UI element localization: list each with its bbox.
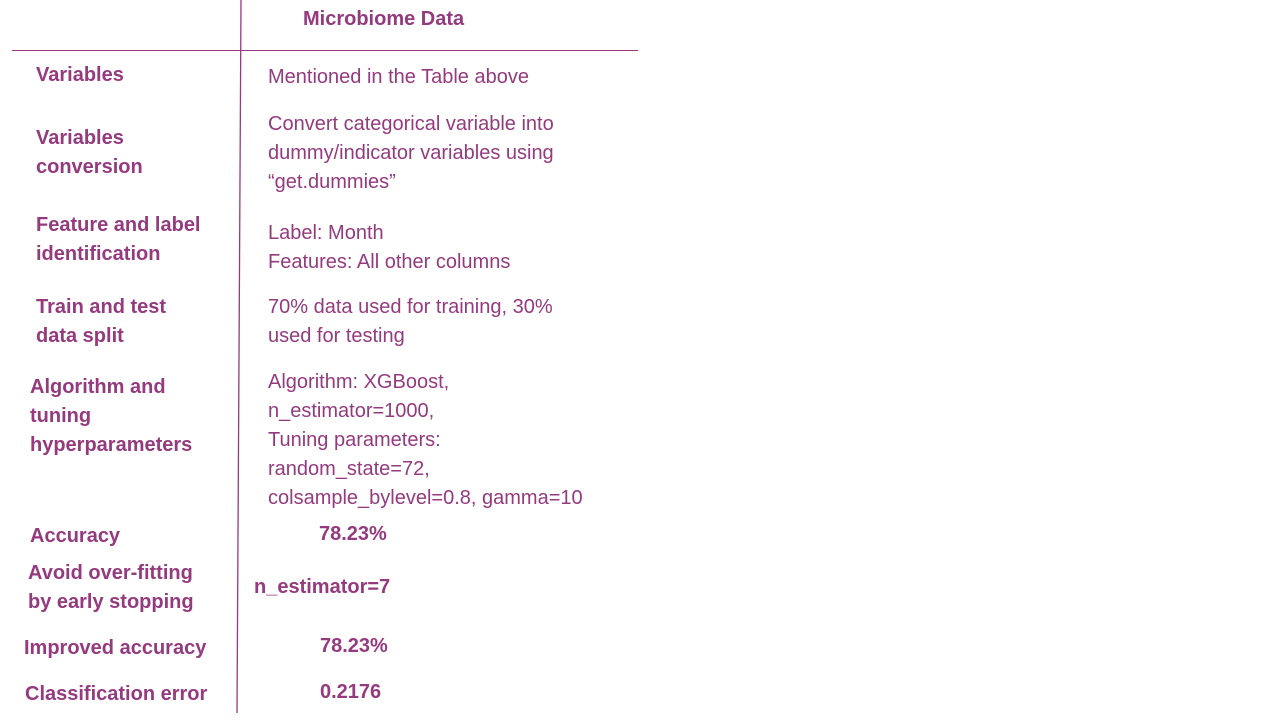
row-value-early-stopping: n_estimator=7 [254, 576, 391, 598]
row-value-accuracy: 78.23% [319, 523, 387, 545]
row-value-variables-conversion: Convert categorical variable into dummy/… [268, 113, 554, 193]
row-label-improved-accuracy: Improved accuracy [24, 637, 207, 659]
row-label-algorithm-tuning: Algorithm and tuning hyperparameters [30, 376, 193, 456]
row-value-variables: Mentioned in the Table above [268, 66, 529, 88]
row-label-variables: Variables [36, 64, 124, 86]
row-value-classification-error: 0.2176 [320, 681, 382, 703]
row-value-train-test-split: 70% data used for training, 30% used for… [268, 296, 553, 347]
row-value-feature-label: Label: Month Features: All other columns [268, 222, 511, 273]
row-value-improved-accuracy: 78.23% [320, 635, 388, 657]
row-label-early-stopping: Avoid over-fitting by early stopping [28, 562, 194, 613]
row-label-variables-conversion: Variables conversion [36, 127, 143, 178]
row-value-algorithm-tuning: Algorithm: XGBoost, n_estimator=1000, Tu… [268, 371, 583, 509]
row-label-feature-label: Feature and label identification [36, 214, 201, 265]
header-divider [12, 50, 638, 51]
row-label-train-test-split: Train and test data split [36, 296, 167, 347]
row-label-accuracy: Accuracy [30, 525, 121, 547]
row-label-classification-error: Classification error [25, 683, 208, 705]
column-header: Microbiome Data [303, 8, 465, 30]
